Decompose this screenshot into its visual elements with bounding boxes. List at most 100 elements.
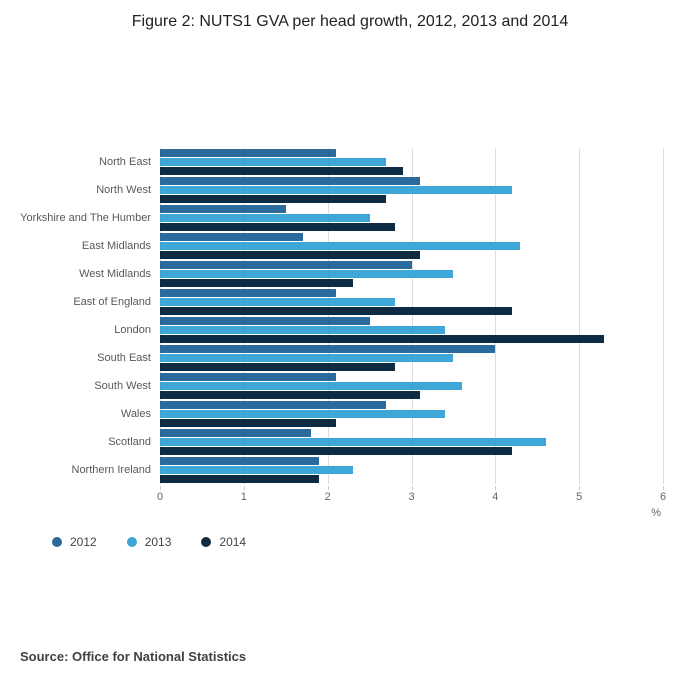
legend-label: 2013 bbox=[144, 535, 172, 549]
bar-2014 bbox=[160, 419, 337, 427]
gridlines bbox=[160, 148, 664, 484]
x-tick-label: 3 bbox=[408, 491, 415, 503]
bar-2012 bbox=[160, 401, 387, 409]
bar-2012 bbox=[160, 373, 337, 381]
chart-row: Northern Ireland bbox=[0, 456, 700, 484]
bar-2014 bbox=[160, 195, 387, 203]
x-tick-label: 4 bbox=[492, 491, 499, 503]
source-text: Source: Office for National Statistics bbox=[20, 649, 247, 664]
bar-2013 bbox=[160, 298, 395, 306]
category-label: Northern Ireland bbox=[71, 464, 152, 476]
chart-row: Yorkshire and The Humber bbox=[0, 204, 700, 232]
legend-item-2012[interactable]: 2012 bbox=[52, 535, 97, 549]
bar-group bbox=[160, 233, 663, 259]
bar-2012 bbox=[160, 289, 337, 297]
gridline bbox=[579, 148, 581, 484]
gridline bbox=[160, 148, 161, 484]
chart-title: Figure 2: NUTS1 GVA per head growth, 201… bbox=[131, 13, 569, 30]
bar-2013 bbox=[160, 270, 454, 278]
bar-2013 bbox=[160, 354, 454, 362]
bar-2013 bbox=[160, 466, 353, 474]
chart-row: Wales bbox=[0, 400, 700, 428]
bar-2012 bbox=[160, 429, 311, 437]
bar-2014 bbox=[160, 447, 513, 455]
bar-2012 bbox=[160, 149, 337, 157]
chart-row: London bbox=[0, 316, 700, 344]
chart-row: East of England bbox=[0, 288, 700, 316]
chart-row: North East bbox=[0, 148, 700, 176]
gridline bbox=[495, 148, 497, 484]
x-tick-mark bbox=[411, 486, 413, 490]
x-tick-mark bbox=[579, 486, 581, 490]
bar-2012 bbox=[160, 457, 320, 465]
bar-2013 bbox=[160, 438, 546, 446]
x-axis-unit-label: % bbox=[651, 507, 661, 519]
x-tick-label: 1 bbox=[240, 491, 247, 503]
x-axis: 0 1 2 3 4 5 6 bbox=[156, 486, 667, 504]
x-tick-label: 6 bbox=[659, 491, 667, 503]
legend-dot-icon bbox=[201, 537, 212, 547]
x-tick-mark bbox=[160, 486, 161, 490]
bar-2012 bbox=[160, 345, 496, 353]
gridline bbox=[327, 148, 329, 484]
bar-2013 bbox=[160, 214, 370, 222]
bar-2012 bbox=[160, 233, 303, 241]
bar-group bbox=[160, 457, 663, 483]
x-tick-label: 2 bbox=[324, 491, 331, 503]
legend-dot-icon bbox=[52, 537, 62, 547]
legend: 2012 2013 2014 bbox=[52, 535, 700, 549]
bar-group bbox=[160, 401, 663, 427]
bar-2014 bbox=[160, 251, 420, 259]
chart-figure: Figure 2: NUTS1 GVA per head growth, 201… bbox=[0, 13, 700, 664]
category-label: West Midlands bbox=[79, 268, 151, 280]
bar-2013 bbox=[160, 410, 446, 418]
x-tick-mark bbox=[243, 486, 245, 490]
bar-2012 bbox=[160, 261, 412, 269]
legend-dot-icon bbox=[126, 537, 137, 547]
bar-group bbox=[160, 177, 663, 203]
bar-group bbox=[160, 289, 663, 315]
bar-chart-plot-area: North East North West Yorkshire and The Hu… bbox=[0, 148, 700, 484]
bar-2013 bbox=[160, 326, 446, 334]
chart-row: South West bbox=[0, 372, 700, 400]
bar-group bbox=[160, 261, 663, 287]
bar-group bbox=[160, 373, 663, 399]
chart-row: Scotland bbox=[0, 428, 700, 456]
category-label: Yorkshire and The Humber bbox=[20, 212, 151, 224]
bar-group bbox=[160, 149, 663, 175]
category-label: East Midlands bbox=[81, 240, 151, 252]
legend-item-2013[interactable]: 2013 bbox=[126, 535, 172, 549]
bar-group bbox=[160, 345, 663, 371]
gridline bbox=[411, 148, 413, 484]
bar-2014 bbox=[160, 223, 395, 231]
category-label: London bbox=[114, 324, 151, 336]
category-label: North East bbox=[99, 156, 151, 168]
chart-row: West Midlands bbox=[0, 260, 700, 288]
chart-rows: North East North West Yorkshire and The Hu… bbox=[0, 148, 700, 484]
category-label: East of England bbox=[73, 296, 151, 308]
x-tick-label: 0 bbox=[156, 491, 164, 503]
category-label: South West bbox=[94, 380, 151, 392]
bar-group bbox=[160, 205, 663, 231]
bar-2014 bbox=[160, 475, 320, 483]
bar-2012 bbox=[160, 177, 420, 185]
x-tick-mark bbox=[495, 486, 497, 490]
bar-2013 bbox=[160, 186, 513, 194]
gridline bbox=[243, 148, 245, 484]
chart-row: South East bbox=[0, 344, 700, 372]
bar-2014 bbox=[160, 167, 404, 175]
x-tick-label: 5 bbox=[576, 491, 583, 503]
chart-row: East Midlands bbox=[0, 232, 700, 260]
chart-row: North West bbox=[0, 176, 700, 204]
category-label: North West bbox=[96, 184, 151, 196]
category-label: Scotland bbox=[108, 436, 151, 448]
legend-item-2014[interactable]: 2014 bbox=[201, 535, 246, 549]
bar-2014 bbox=[160, 279, 353, 287]
bar-group bbox=[160, 317, 663, 343]
bar-group bbox=[160, 429, 663, 455]
x-tick-mark bbox=[663, 486, 664, 490]
bar-2014 bbox=[160, 307, 513, 315]
x-tick-mark bbox=[327, 486, 329, 490]
bar-2012 bbox=[160, 205, 286, 213]
legend-label: 2014 bbox=[219, 535, 247, 549]
